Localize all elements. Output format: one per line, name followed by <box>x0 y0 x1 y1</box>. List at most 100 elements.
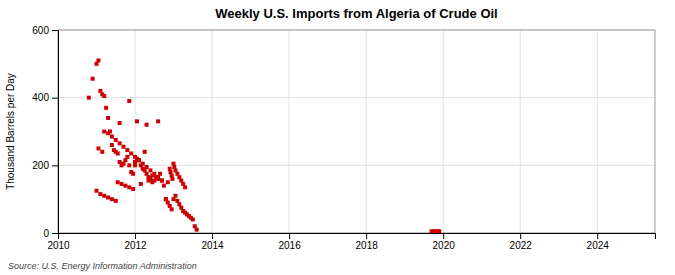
point <box>135 119 139 123</box>
y-axis-tick: 0 <box>43 228 58 239</box>
x-axis-tick-label: 2014 <box>201 240 224 251</box>
point <box>131 172 135 176</box>
x-axis-tick: 2012 <box>124 233 147 251</box>
x-axis-tick-label: 2010 <box>47 240 70 251</box>
y-axis-tick-mark <box>52 165 58 166</box>
x-axis-tick-label: 2022 <box>510 240 533 251</box>
x-axis-tick: 2020 <box>433 233 456 251</box>
point <box>121 145 125 149</box>
y-axis-tick-mark <box>52 98 58 99</box>
point <box>114 199 118 203</box>
point <box>133 155 137 159</box>
point <box>150 173 154 177</box>
point <box>137 158 141 162</box>
point <box>125 155 129 159</box>
point <box>148 168 152 172</box>
point <box>139 182 143 186</box>
point <box>145 123 149 127</box>
point <box>96 146 100 150</box>
x-axis-tick-label: 2020 <box>433 240 456 251</box>
point <box>127 163 131 167</box>
grid-line-x <box>366 30 367 233</box>
point <box>137 158 141 162</box>
chart: 2010 2012 2014 2016 2018 2020 2022 2024 0 200 400 6… <box>0 0 675 275</box>
y-axis-tick: 200 <box>32 160 58 171</box>
point <box>110 197 114 201</box>
x-axis-tick-label: 2024 <box>587 240 610 251</box>
point <box>118 121 122 125</box>
point <box>191 217 195 221</box>
point <box>173 194 177 198</box>
point <box>110 143 114 147</box>
y-axis-title: Thousand Barrels per Day <box>5 73 16 190</box>
point <box>118 141 122 145</box>
point <box>91 77 95 81</box>
point <box>166 180 170 184</box>
point <box>160 179 164 183</box>
y-axis-line <box>52 31 59 234</box>
point <box>102 130 106 134</box>
point <box>164 197 168 201</box>
grid-line-x <box>212 30 213 233</box>
point <box>96 58 100 62</box>
x-axis-tick-mark <box>135 233 136 239</box>
grid-line-x <box>135 30 136 233</box>
y-axis-tick-mark <box>52 30 58 31</box>
plot-frame <box>58 30 655 233</box>
point <box>127 185 131 189</box>
x-axis-tick-mark <box>366 233 367 239</box>
x-axis-tick-mark <box>443 233 444 239</box>
y-axis-tick-label: 400 <box>32 92 49 103</box>
annotation: Source: U.S. Energy Information Administ… <box>8 261 197 271</box>
point <box>141 162 145 166</box>
point <box>170 177 174 181</box>
point <box>129 151 133 155</box>
grid-line-x <box>289 30 290 233</box>
y-axis-tick: 400 <box>32 92 58 103</box>
point <box>145 165 149 169</box>
x-axis-tick: 2022 <box>510 233 533 251</box>
x-axis-tick-mark <box>597 233 598 239</box>
point <box>106 116 110 120</box>
x-axis-tick-mark <box>212 233 213 239</box>
point <box>131 187 135 191</box>
point <box>102 94 106 98</box>
x-axis-tick: 2010 <box>47 233 70 251</box>
point <box>170 207 174 211</box>
x-axis-line <box>59 234 656 240</box>
point <box>110 135 114 139</box>
y-axis-tick-label: 200 <box>32 160 49 171</box>
x-axis-tick: 2016 <box>278 233 301 251</box>
point <box>156 119 160 123</box>
point <box>143 150 147 154</box>
point <box>95 189 99 193</box>
point <box>160 179 164 183</box>
grid <box>58 30 655 233</box>
point <box>100 150 104 154</box>
x-axis-tick-mark <box>289 233 290 239</box>
x-axis-tick-label: 2012 <box>124 240 147 251</box>
points <box>87 58 441 233</box>
point <box>102 194 106 198</box>
y-axis-tick-label: 600 <box>32 25 49 36</box>
point <box>147 179 151 183</box>
point <box>195 228 199 232</box>
x-axis-tick: 2018 <box>356 233 379 251</box>
point <box>125 148 129 152</box>
point <box>156 175 160 179</box>
point <box>133 163 137 167</box>
plot: 2010 2012 2014 2016 2018 2020 2022 2024 0 200 400 6… <box>32 25 655 251</box>
grid-line-x <box>443 30 444 233</box>
point <box>120 182 124 186</box>
x-axis-tick: 2014 <box>201 233 224 251</box>
point <box>104 106 108 110</box>
point <box>106 131 110 135</box>
point <box>114 138 118 142</box>
point <box>162 184 166 188</box>
grid-line-x <box>597 30 598 233</box>
point <box>183 185 187 189</box>
x-axis-tick-label: 2016 <box>278 240 301 251</box>
title: Weekly U.S. Imports from Algeria of Crud… <box>215 6 497 21</box>
point <box>87 96 91 100</box>
point <box>106 195 110 199</box>
